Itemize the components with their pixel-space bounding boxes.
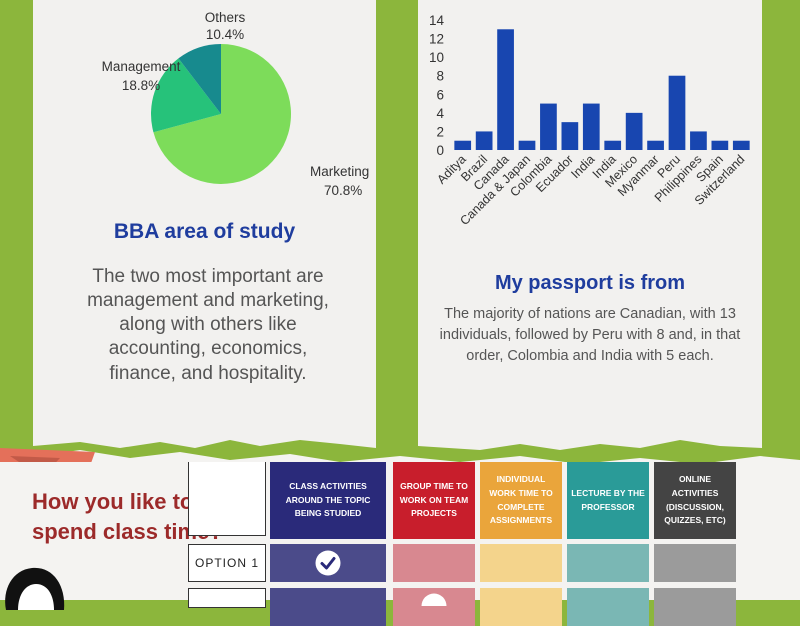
bar-3 [518, 140, 536, 150]
y-tick-label: 0 [436, 143, 444, 158]
header-online-activities: ONLINE ACTIVITIES (DISCUSSION, QUIZZES, … [654, 462, 736, 539]
right-description: The majority of nations are Canadian, wi… [439, 306, 741, 365]
y-tick-label: 6 [436, 87, 444, 102]
pie-chart: Marketing 70.8% Management 18.8% Others 10.4% [102, 10, 370, 198]
header-individual-work: INDIVIDUAL WORK TIME TO COMPLETE ASSIGNM… [480, 462, 562, 539]
header-group-time: GROUP TIME TO WORK ON TEAM PROJECTS [393, 462, 475, 539]
option-1-label: OPTION 1 [188, 544, 266, 582]
option-2-lecture-cell[interactable] [567, 588, 649, 626]
header-class-activities: CLASS ACTIVITIES AROUND THE TOPIC BEING … [270, 462, 386, 539]
bar-12 [711, 140, 729, 150]
left-description: The two most important are management an… [87, 266, 329, 384]
header-lecture: LECTURE BY THE PROFESSOR [567, 462, 649, 539]
pie-value-management: 18.8% [122, 78, 160, 93]
option-2-online-cell[interactable] [654, 588, 736, 626]
right-title: My passport is from [494, 272, 686, 294]
question-line-1: How you like to [32, 489, 194, 514]
left-title: BBA area of study [113, 220, 296, 243]
bar-2 [497, 29, 514, 151]
pie-value-others: 10.4% [206, 27, 244, 42]
option-1-individual-work-cell[interactable] [480, 544, 562, 582]
y-tick-label: 12 [429, 32, 444, 47]
class-time-section: How you like to spend class time? CLASS … [0, 462, 800, 626]
option-2-group-time-cell[interactable] [393, 588, 475, 626]
pie-slice-management [151, 58, 221, 133]
bar-5 [561, 122, 579, 150]
bar-10 [668, 75, 686, 150]
check-circle-icon [421, 593, 447, 606]
option-1-group-time-cell[interactable] [393, 544, 475, 582]
option-2-class-activities-cell[interactable] [270, 588, 386, 626]
person-illustration [5, 567, 65, 610]
bar-9 [647, 140, 664, 150]
bar-7 [604, 140, 622, 150]
bar-1 [475, 131, 493, 150]
y-tick-label: 10 [429, 50, 444, 65]
pie-label-marketing: Marketing [310, 164, 369, 179]
bar-8 [625, 112, 643, 150]
option-1-class-activities-cell[interactable] [270, 544, 386, 582]
option-2-label-partial [188, 588, 266, 608]
y-tick-label: 2 [436, 124, 444, 139]
option-2-individual-work-cell[interactable] [480, 588, 562, 626]
left-card: Marketing 70.8% Management 18.8% Others 10.4%… [33, 0, 376, 440]
y-tick-label: 8 [436, 69, 444, 84]
pie-slice-marketing [153, 44, 291, 184]
bar-11 [690, 131, 707, 150]
pie-value-marketing: 70.8% [324, 183, 362, 198]
option-1-lecture-cell[interactable] [567, 544, 649, 582]
pie-label-management: Management [102, 59, 181, 74]
bar-0 [454, 140, 472, 150]
check-circle-icon [315, 550, 341, 576]
y-tick-label: 14 [429, 13, 445, 28]
option-1-online-cell[interactable] [654, 544, 736, 582]
right-card: 0 2 4 6 8 10 12 14 Aditya Brazil Canada Canada & Ja… [418, 0, 762, 440]
pie-slice-others [178, 44, 221, 114]
pie-label-others: Others [205, 10, 246, 25]
bar-4 [540, 103, 557, 150]
top-left-empty-box [188, 462, 266, 536]
bar-6 [582, 103, 600, 150]
bar-13 [732, 140, 750, 150]
y-tick-label: 4 [436, 106, 444, 121]
